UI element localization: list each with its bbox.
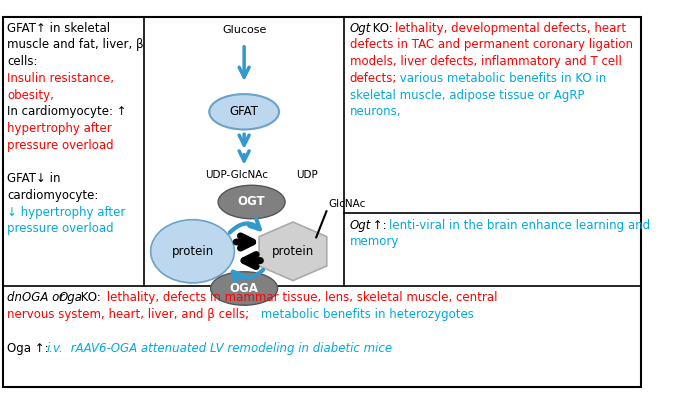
Text: cardiomyocyte:: cardiomyocyte: (8, 189, 99, 202)
Text: lethality, developmental defects, heart: lethality, developmental defects, heart (395, 21, 626, 35)
Text: GlcNAc: GlcNAc (328, 200, 365, 209)
Text: protein: protein (172, 245, 214, 258)
Text: i.v.: i.v. (46, 341, 63, 354)
Text: skeletal muscle, adipose tissue or AgRP: skeletal muscle, adipose tissue or AgRP (349, 88, 584, 101)
Text: hypertrophy after: hypertrophy after (8, 122, 112, 135)
Text: GFAT↑ in skeletal: GFAT↑ in skeletal (8, 21, 111, 35)
Text: memory: memory (349, 236, 399, 248)
Text: rAAV6-OGA attenuated LV remodeling in diabetic mice: rAAV6-OGA attenuated LV remodeling in di… (67, 341, 392, 354)
Text: lethality, defects in mammar tissue, lens, skeletal muscle, central: lethality, defects in mammar tissue, len… (103, 291, 498, 304)
Text: models, liver defects, inflammatory and T cell: models, liver defects, inflammatory and … (349, 55, 621, 68)
Text: defects;: defects; (349, 72, 397, 85)
Text: OGA: OGA (230, 282, 259, 295)
Text: Oga ↑:: Oga ↑: (8, 341, 49, 354)
Text: KO:: KO: (78, 291, 101, 304)
Text: Oga: Oga (59, 291, 82, 304)
Text: pressure overload: pressure overload (8, 223, 114, 236)
Ellipse shape (218, 185, 285, 219)
Text: GFAT↓ in: GFAT↓ in (8, 172, 61, 185)
Text: cells:: cells: (8, 55, 38, 68)
Text: Ogt: Ogt (349, 219, 371, 232)
Text: Ogt: Ogt (349, 21, 371, 35)
Text: Insulin resistance,: Insulin resistance, (8, 72, 114, 85)
Polygon shape (259, 222, 327, 281)
Text: Glucose: Glucose (222, 25, 266, 35)
Text: muscle and fat, liver, β: muscle and fat, liver, β (8, 38, 144, 51)
Text: nervous system, heart, liver, and β cells;: nervous system, heart, liver, and β cell… (8, 308, 250, 321)
Text: obesity,: obesity, (8, 88, 54, 101)
Text: defects in TAC and permanent coronary ligation: defects in TAC and permanent coronary li… (349, 38, 632, 51)
Text: neurons,: neurons, (349, 105, 401, 118)
Text: ↓ hypertrophy after: ↓ hypertrophy after (8, 206, 126, 219)
Text: UDP-GlcNAc: UDP-GlcNAc (206, 170, 268, 180)
Text: various metabolic benefits in KO in: various metabolic benefits in KO in (397, 72, 606, 85)
Text: GFAT: GFAT (230, 105, 259, 118)
Text: dnOGA or: dnOGA or (8, 291, 69, 304)
Text: metabolic benefits in heterozygotes: metabolic benefits in heterozygotes (257, 308, 473, 321)
Text: In cardiomyocyte: ↑: In cardiomyocyte: ↑ (8, 105, 127, 118)
Ellipse shape (210, 272, 277, 305)
Text: OGT: OGT (238, 196, 266, 208)
Text: lenti-viral in the brain enhance learning and: lenti-viral in the brain enhance learnin… (389, 219, 650, 232)
Text: pressure overload: pressure overload (8, 139, 114, 152)
Text: UDP: UDP (296, 170, 318, 180)
Ellipse shape (209, 94, 279, 129)
Ellipse shape (151, 220, 235, 283)
Text: KO:: KO: (370, 21, 397, 35)
Text: ↑:: ↑: (370, 219, 390, 232)
Text: protein: protein (272, 245, 314, 258)
